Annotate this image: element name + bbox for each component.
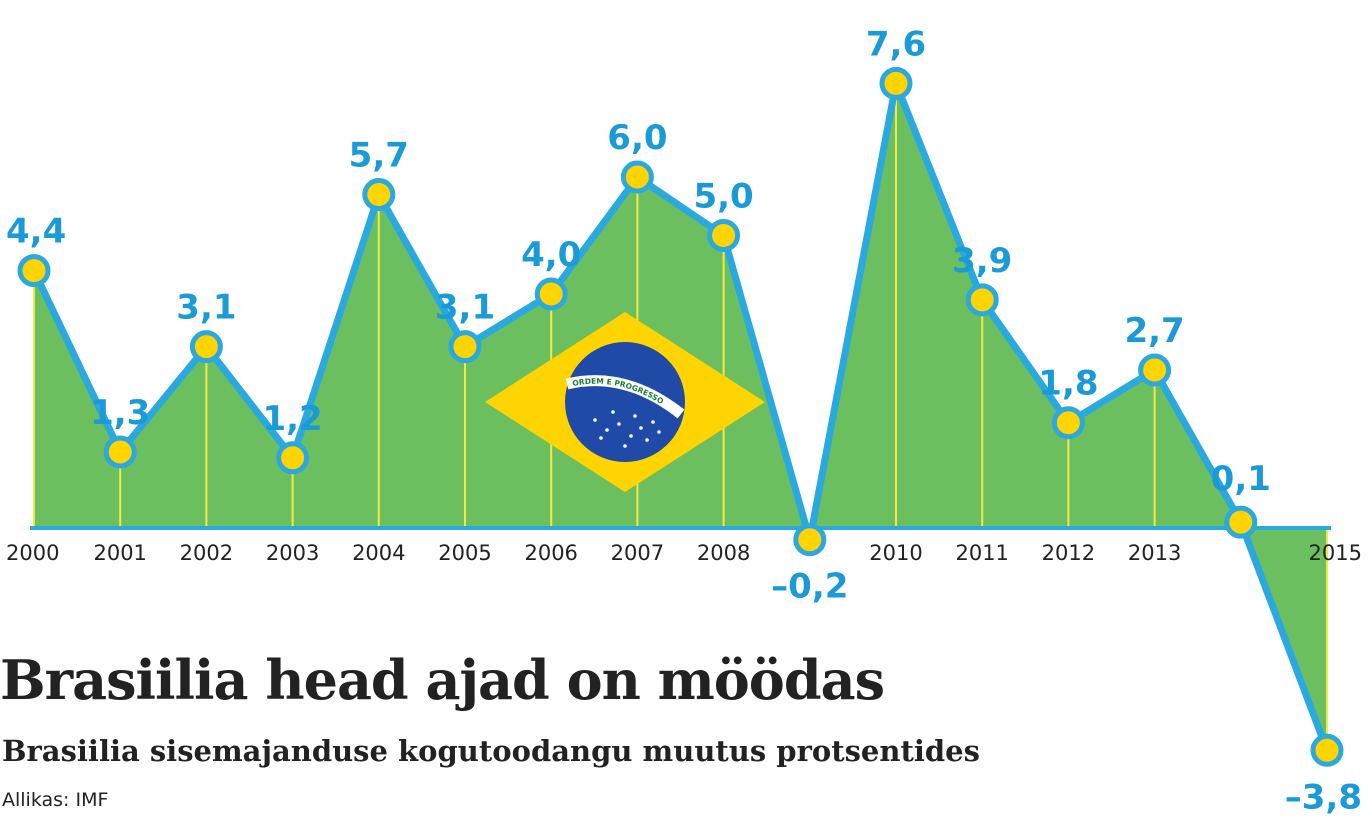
flag-star (651, 420, 655, 424)
flag-star (605, 428, 609, 432)
data-point-2011 (965, 283, 999, 317)
value-label-2005: 3,1 (435, 288, 495, 328)
flag-star (629, 434, 633, 438)
year-label-2003: 2003 (266, 541, 319, 565)
value-label-2007: 6,0 (607, 118, 667, 158)
year-label-2004: 2004 (352, 541, 405, 565)
year-label-2012: 2012 (1042, 541, 1095, 565)
data-point-2003 (276, 441, 310, 475)
chart-title: Brasiilia head ajad on möödas (0, 648, 885, 712)
data-point-2010 (879, 66, 913, 100)
data-point-2001 (103, 435, 137, 469)
chart-subtitle: Brasiilia sisemajanduse kogutoodangu muu… (2, 734, 980, 768)
data-point-2009 (793, 523, 827, 557)
year-label-2007: 2007 (611, 541, 664, 565)
value-label-2001: 1,3 (90, 393, 150, 433)
year-label-2015: 2015 (1309, 541, 1362, 565)
flag-star (593, 418, 597, 422)
year-label-2013: 2013 (1128, 541, 1181, 565)
year-label-2005: 2005 (438, 541, 491, 565)
flag-star (633, 414, 637, 418)
data-point-2015 (1310, 733, 1344, 767)
brazil-flag: ORDEM E PROGRESSO (485, 312, 765, 492)
flag-star (639, 426, 643, 430)
data-point-2014 (1224, 505, 1258, 539)
flag-globe (565, 342, 685, 462)
year-label-2001: 2001 (93, 541, 146, 565)
value-label-2003: 1,2 (262, 399, 322, 439)
data-point-2013 (1138, 353, 1172, 387)
value-label-2004: 5,7 (349, 136, 409, 176)
value-label-2012: 1,8 (1038, 364, 1098, 404)
value-label-2015: –3,8 (1285, 777, 1362, 817)
value-label-2011: 3,9 (952, 241, 1012, 281)
value-label-2013: 2,7 (1124, 311, 1184, 351)
value-label-2008: 5,0 (693, 177, 753, 217)
data-point-2004 (362, 178, 396, 212)
year-label-2006: 2006 (524, 541, 577, 565)
source-note: Allikas: IMF (2, 789, 109, 811)
year-label-2000: 2000 (6, 541, 59, 565)
flag-star (617, 422, 621, 426)
year-label-2010: 2010 (869, 541, 922, 565)
value-label-2010: 7,6 (866, 24, 926, 64)
flag-star (611, 410, 615, 414)
value-label-2006: 4,0 (521, 235, 581, 275)
year-label-2002: 2002 (180, 541, 233, 565)
value-label-2000: 4,4 (6, 212, 66, 252)
flag-star (623, 444, 627, 448)
data-point-2005 (448, 330, 482, 364)
flag-star (657, 430, 661, 434)
flag-band (565, 375, 685, 419)
data-point-2006 (534, 277, 568, 311)
year-label-2008: 2008 (697, 541, 750, 565)
value-label-2009: –0,2 (771, 567, 848, 607)
value-label-2014: 0,1 (1211, 459, 1271, 499)
data-point-2000 (17, 254, 51, 288)
data-point-2008 (707, 219, 741, 252)
flag-star (645, 438, 649, 442)
data-point-2002 (189, 330, 223, 364)
year-label-2011: 2011 (955, 541, 1008, 565)
series-line (30, 79, 1331, 754)
data-point-2007 (620, 160, 654, 194)
data-point-2012 (1051, 406, 1085, 440)
value-label-2002: 3,1 (176, 288, 236, 328)
flag-star (599, 436, 603, 440)
